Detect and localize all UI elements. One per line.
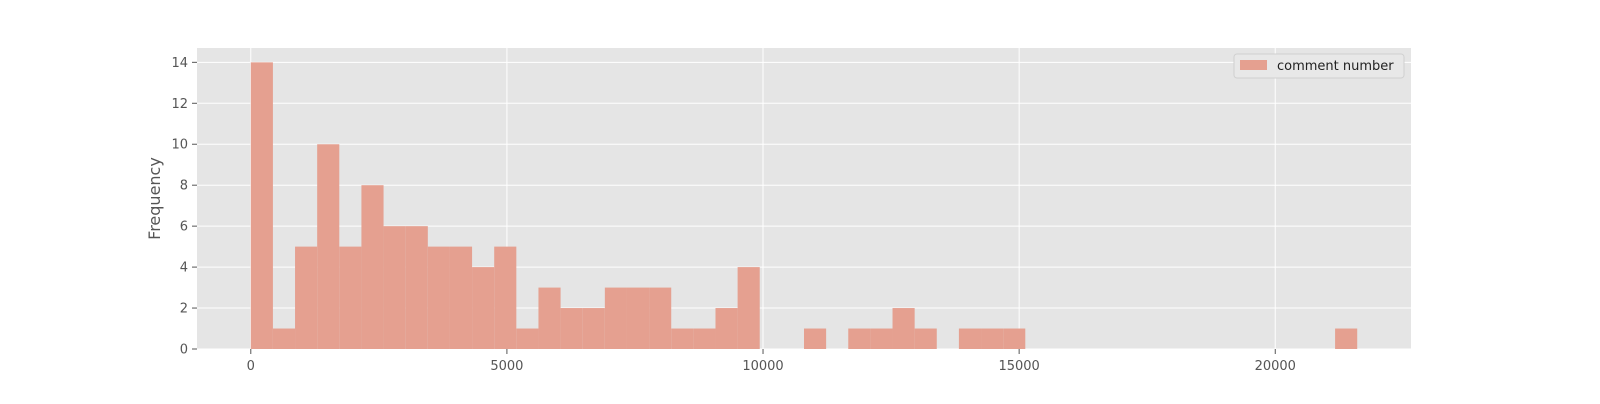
legend-swatch [1240, 60, 1267, 70]
histogram-bars [250, 62, 1358, 349]
y-tick-label: 6 [180, 220, 188, 235]
histogram-bar [848, 328, 871, 349]
x-tick-label: 5000 [490, 359, 523, 374]
histogram-bar [1003, 328, 1026, 349]
histogram-bar [737, 267, 760, 349]
histogram-bar [405, 226, 428, 349]
y-tick-label: 2 [180, 302, 188, 317]
histogram-bar [1335, 328, 1358, 349]
x-tick-label: 10000 [742, 359, 783, 374]
histogram-bar [981, 328, 1004, 349]
y-axis-label: Frequency [145, 157, 164, 240]
histogram-bar [958, 328, 982, 349]
x-tick-label: 20000 [1255, 359, 1296, 374]
histogram-bar [383, 226, 406, 349]
legend-label: comment number [1277, 59, 1394, 74]
histogram-bar [892, 308, 915, 349]
x-axis: 0 5000 10000 15000 20000 [247, 349, 1296, 374]
histogram-bar [317, 144, 340, 349]
histogram-bar [516, 328, 539, 349]
histogram-bar [272, 328, 296, 349]
histogram-bar [250, 62, 273, 349]
histogram-bar [870, 328, 893, 349]
x-tick-label: 15000 [998, 359, 1039, 374]
y-tick-label: 10 [171, 138, 188, 153]
y-tick-label: 8 [180, 179, 188, 194]
histogram-bar [494, 246, 517, 349]
histogram-bar [649, 287, 672, 349]
histogram-bar [914, 328, 937, 349]
histogram-bar [449, 246, 473, 349]
y-tick-label: 4 [180, 261, 188, 276]
histogram-bar [804, 328, 827, 349]
histogram-bar [626, 287, 650, 349]
histogram-bar [538, 287, 561, 349]
y-axis: 0 2 4 6 8 10 12 14 [171, 56, 197, 358]
histogram-bar [560, 308, 583, 349]
histogram-bar [472, 267, 495, 349]
y-tick-label: 12 [171, 97, 188, 112]
y-tick-label: 14 [171, 56, 188, 71]
histogram-bar [715, 308, 738, 349]
legend: comment number [1233, 53, 1405, 79]
histogram-bar [693, 328, 716, 349]
histogram-bar [339, 246, 362, 349]
histogram-bar [361, 185, 384, 349]
histogram-bar [295, 246, 318, 349]
histogram-bar [427, 246, 450, 349]
y-tick-label: 0 [180, 343, 188, 358]
histogram-bar [604, 287, 627, 349]
histogram-bar [582, 308, 605, 349]
x-tick-label: 0 [247, 359, 255, 374]
legend-box [1233, 53, 1405, 79]
histogram-bar [671, 328, 694, 349]
